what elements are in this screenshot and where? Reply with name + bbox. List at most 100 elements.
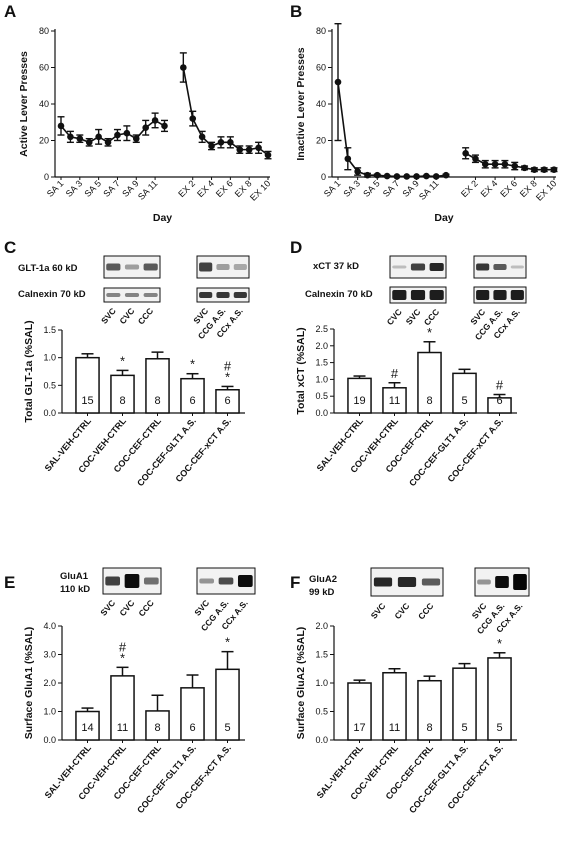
category-label: COC-CEF-GLT1 A.S. — [135, 416, 198, 488]
data-point — [373, 171, 381, 179]
data-point — [227, 139, 234, 146]
y-tick-label: 80 — [39, 26, 49, 36]
blot-label: Calnexin 70 kD — [305, 289, 373, 300]
n-label: 6 — [189, 722, 195, 734]
blot-band — [106, 263, 121, 271]
blot-band — [124, 264, 140, 270]
y-tick-label: 40 — [316, 99, 326, 109]
y-tick-label: 2.0 — [43, 678, 56, 688]
lane-label: CVC — [385, 307, 404, 327]
blot-band — [105, 576, 121, 586]
blot-band — [143, 263, 158, 271]
data-point — [550, 166, 558, 173]
blot-band — [510, 290, 524, 300]
blot-band — [493, 264, 507, 270]
y-tick-label: 2.5 — [315, 324, 328, 334]
y-tick-label: 60 — [316, 63, 326, 73]
x-tick-label: EX 2 — [459, 178, 480, 199]
data-point — [540, 166, 548, 173]
lane-label: CCC — [136, 598, 156, 619]
x-tick-label: EX 4 — [479, 178, 500, 199]
n-label: 6 — [224, 395, 230, 407]
x-tick-label: EX 2 — [176, 178, 197, 199]
panel-letter-d: D — [290, 238, 302, 257]
data-point — [245, 146, 253, 153]
y-tick-label: 2.0 — [315, 621, 328, 631]
lane-label: SVC — [369, 601, 388, 621]
y-tick-label: 1.5 — [315, 358, 328, 368]
data-point — [161, 122, 168, 130]
n-label: 8 — [426, 722, 432, 734]
n-label: 17 — [353, 722, 365, 734]
lane-label: SVC — [404, 307, 423, 327]
n-label: 8 — [426, 395, 432, 407]
n-label: 14 — [81, 722, 93, 734]
n-label: 11 — [389, 722, 400, 734]
y-tick-label: 0.0 — [315, 735, 328, 745]
significance-marker: * — [497, 636, 502, 651]
x-tick-label: SA 7 — [381, 178, 402, 199]
data-point — [334, 78, 342, 86]
data-point — [114, 131, 121, 139]
y-tick-label: 60 — [39, 63, 49, 73]
y-axis-title: Active Lever Presses — [18, 51, 30, 157]
x-tick-label: SA 3 — [64, 178, 85, 199]
panel-letter-a: A — [4, 2, 16, 21]
n-label: 6 — [189, 395, 195, 407]
n-label: 8 — [119, 395, 125, 407]
significance-marker: * — [225, 369, 230, 384]
y-axis-title: Total GLT-1a (%SAL) — [23, 320, 35, 422]
blot-band — [392, 265, 407, 269]
data-point — [142, 124, 149, 132]
lane-label: CCC — [416, 601, 436, 622]
y-tick-label: 0 — [321, 172, 326, 182]
blot-band — [199, 578, 215, 584]
data-point — [76, 135, 84, 142]
blot-label: 99 kD — [309, 587, 334, 598]
n-label: 11 — [389, 395, 400, 407]
data-point — [151, 117, 159, 124]
blot-band — [216, 292, 230, 298]
y-tick-label: 20 — [39, 136, 49, 146]
significance-marker: # — [391, 366, 399, 381]
data-point — [208, 142, 215, 150]
data-point — [236, 146, 244, 153]
data-point — [462, 149, 469, 157]
y-tick-label: 0.5 — [43, 380, 56, 390]
y-tick-label: 0.0 — [43, 735, 56, 745]
blot-band — [397, 577, 417, 587]
data-point — [403, 173, 411, 180]
x-tick-label: EX 4 — [195, 178, 216, 199]
blot-band — [429, 263, 444, 271]
n-label: 5 — [224, 722, 230, 734]
significance-marker: # — [496, 378, 504, 393]
data-point — [189, 115, 197, 122]
y-tick-label: 80 — [316, 26, 326, 36]
data-point — [132, 135, 140, 142]
significance-marker: # — [119, 639, 127, 654]
data-point — [85, 139, 93, 146]
n-label: 5 — [496, 722, 502, 734]
x-tick-label: EX 10 — [248, 178, 272, 202]
y-tick-label: 20 — [316, 136, 326, 146]
y-tick-label: 2.0 — [315, 341, 328, 351]
lane-label: CCC — [422, 307, 442, 328]
panel-letter-c: C — [4, 238, 16, 257]
x-axis-title: Day — [153, 212, 172, 224]
data-point — [393, 173, 401, 180]
data-point — [104, 139, 112, 146]
y-tick-label: 1.5 — [315, 650, 328, 660]
blot-band — [218, 577, 234, 585]
significance-marker: * — [225, 635, 230, 650]
blot-band — [124, 293, 140, 297]
series-line — [337, 81, 447, 178]
blot-band — [373, 577, 393, 587]
blot-label: GluA2 — [309, 574, 337, 585]
y-tick-label: 40 — [39, 99, 49, 109]
data-point — [491, 160, 499, 168]
blot-band — [410, 290, 426, 300]
